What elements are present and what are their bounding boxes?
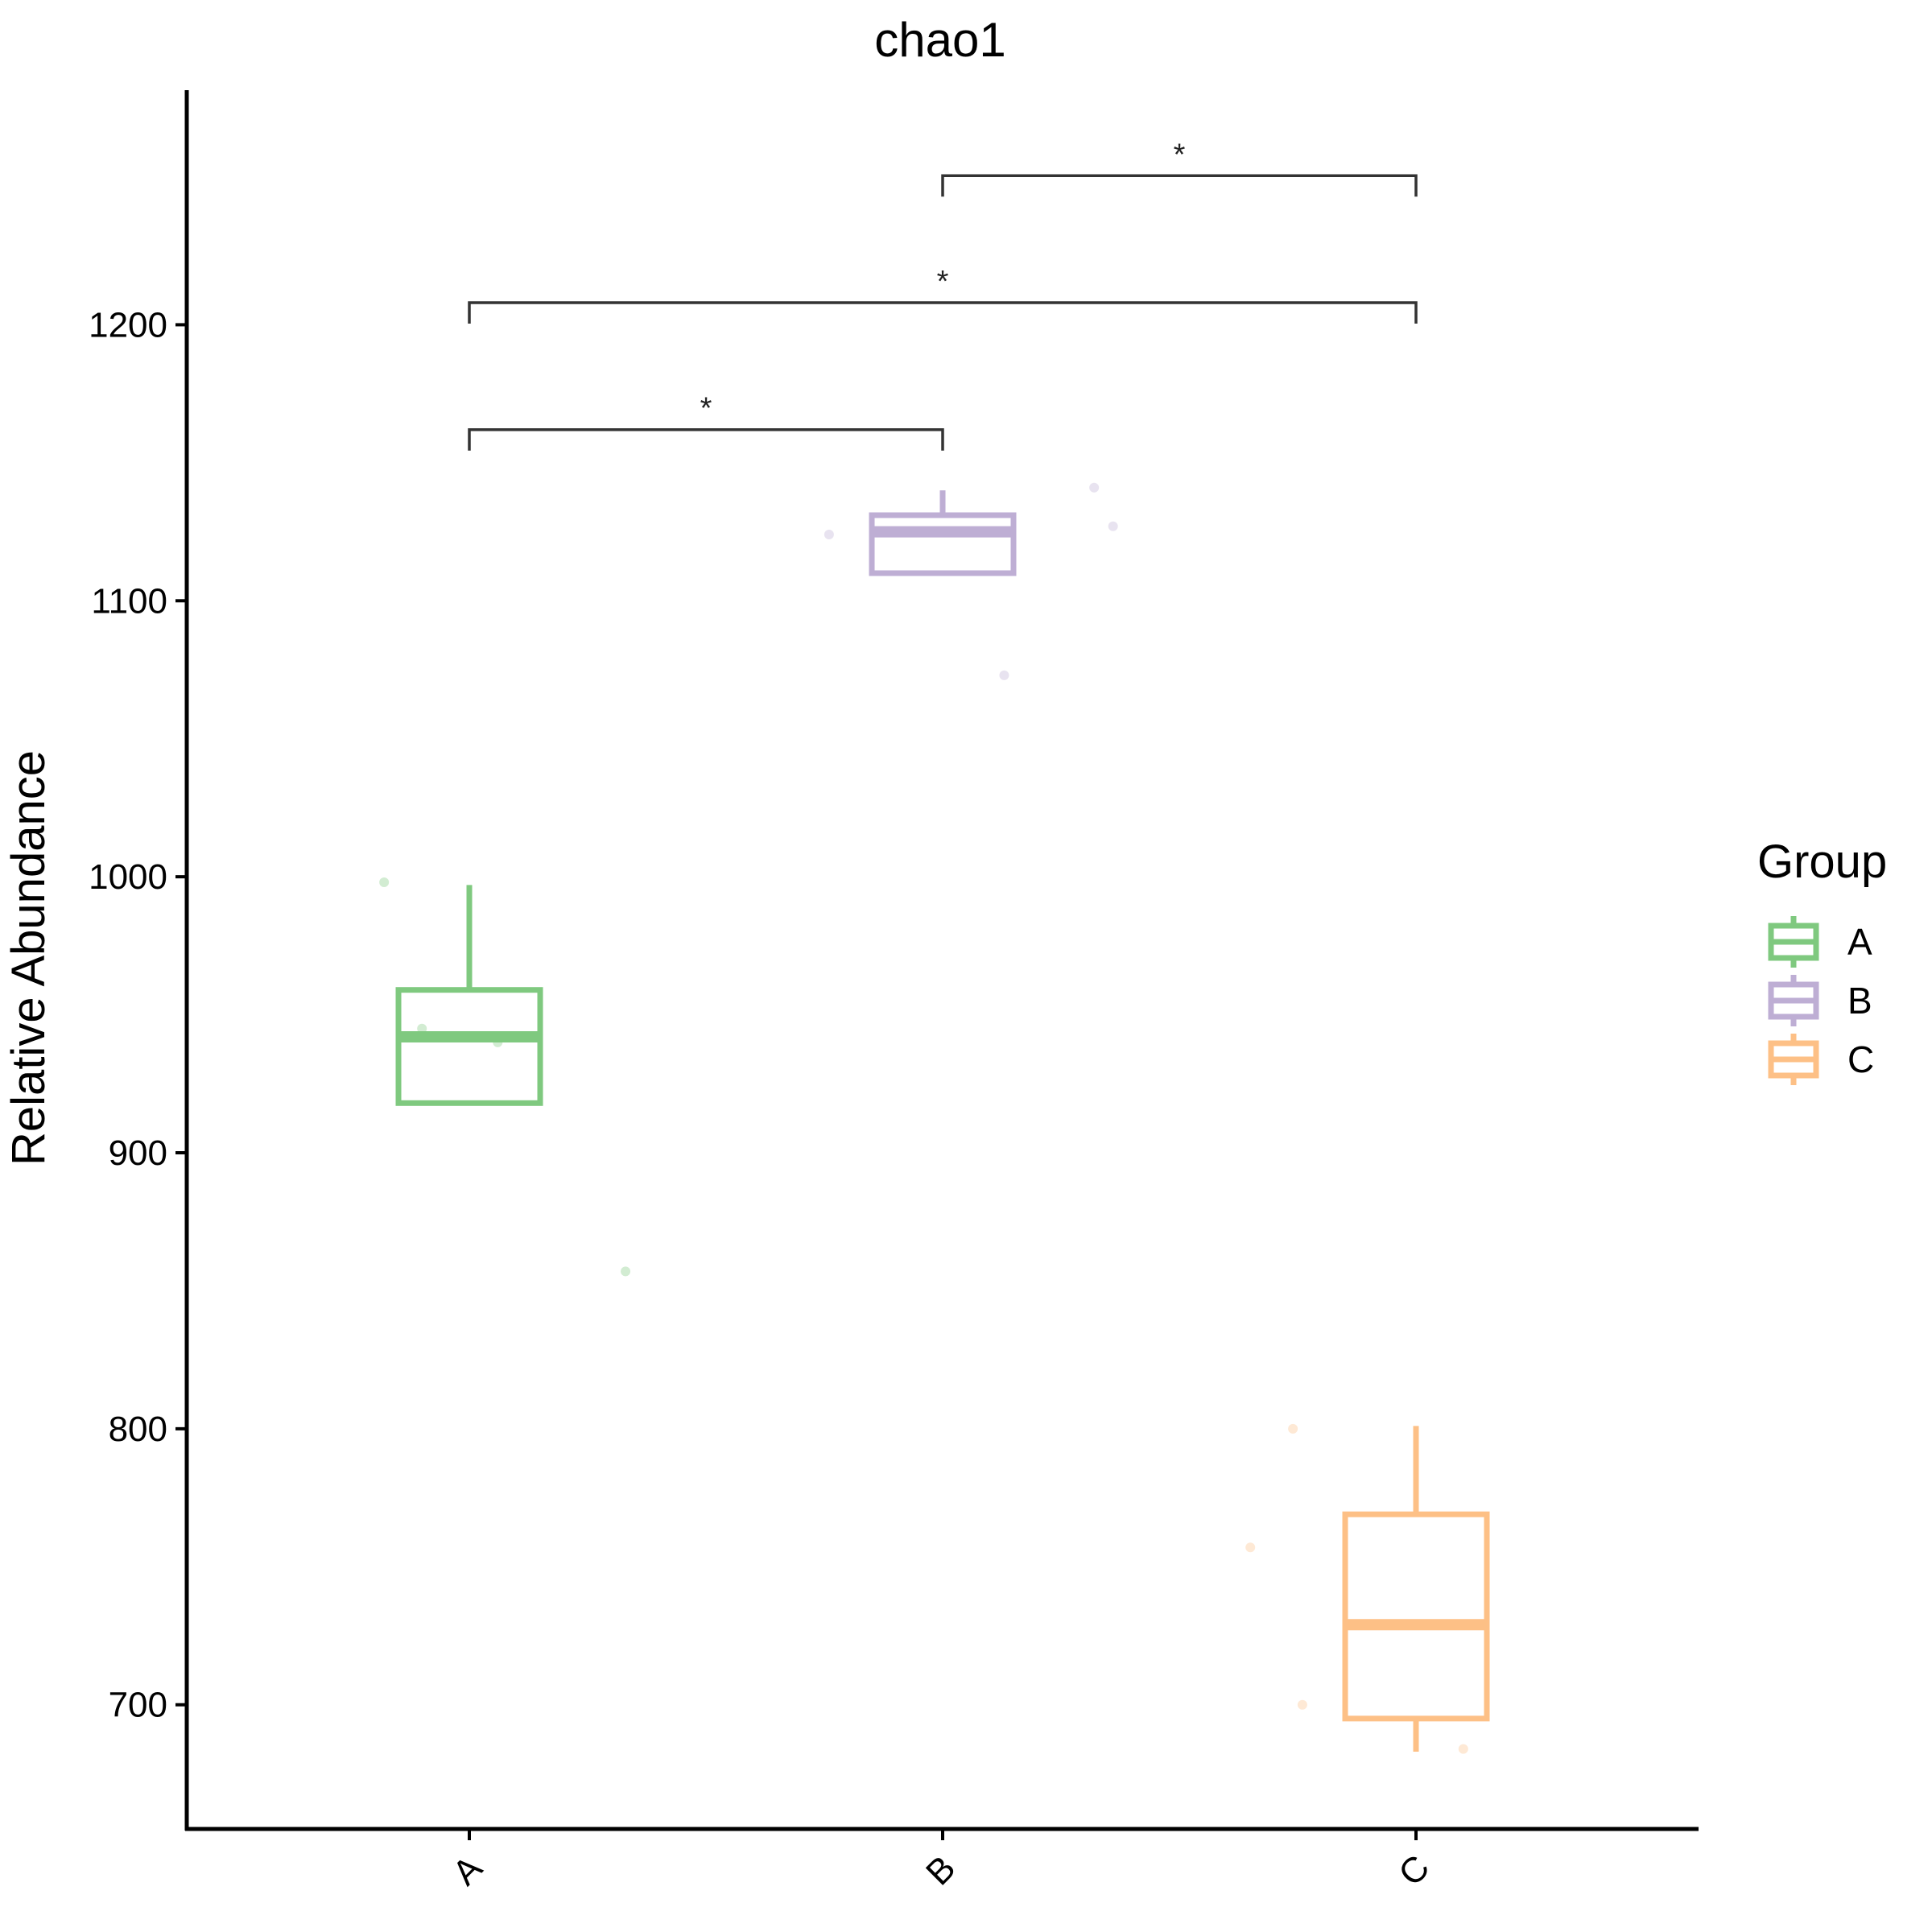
box-b	[869, 512, 1017, 576]
y-tick-label-1100: 1100	[91, 581, 167, 621]
plot-area: * * *	[379, 138, 1490, 1754]
axes: 700 800 900 1000 1100 1200 A B C	[89, 90, 1699, 1893]
boxplot-b	[869, 490, 1017, 576]
legend-item-c: C	[1768, 1034, 1874, 1085]
significance-bracket-a-b: *	[468, 392, 944, 451]
data-point-b-8	[1108, 521, 1118, 531]
x-tick-label-c: C	[1391, 1847, 1437, 1893]
data-point-c-11	[1297, 1699, 1307, 1710]
legend-label-b: B	[1847, 980, 1872, 1022]
legend-label-c: C	[1847, 1038, 1874, 1080]
legend-key-a	[1768, 916, 1819, 968]
data-point-a-2	[417, 1023, 427, 1034]
data-point-a-1	[379, 877, 390, 887]
box-a	[395, 987, 543, 1106]
data-point-a-4	[621, 1266, 631, 1277]
x-tick-label-b: B	[919, 1848, 963, 1893]
data-point-c-10	[1245, 1542, 1256, 1553]
legend-item-a: A	[1768, 916, 1872, 968]
significance-label: *	[1174, 138, 1186, 171]
data-point-c-9	[1288, 1423, 1298, 1434]
legend-key-b	[1768, 975, 1819, 1026]
legend-item-b: B	[1768, 975, 1872, 1026]
data-point-b-5	[824, 530, 834, 539]
significance-bracket-a-c: *	[468, 265, 1418, 324]
x-tick-label-a: A	[445, 1848, 490, 1893]
y-tick-label-900: 900	[109, 1133, 167, 1173]
y-tick-label-1200: 1200	[89, 305, 167, 345]
data-point-b-6	[999, 670, 1009, 680]
significance-label: *	[700, 392, 712, 426]
chart-title: chao1	[874, 13, 1005, 67]
legend-label-a: A	[1847, 921, 1872, 963]
box-c	[1342, 1511, 1490, 1722]
boxplot-c	[1342, 1426, 1490, 1752]
y-tick-label-1000: 1000	[89, 857, 167, 897]
legend: Group ABC	[1757, 836, 1887, 1085]
bracket-line	[468, 427, 944, 451]
legend-title: Group	[1757, 836, 1887, 888]
boxplot-a	[395, 885, 543, 1106]
significance-bracket-b-c: *	[941, 138, 1418, 197]
significance-label: *	[937, 265, 949, 299]
bracket-line	[941, 174, 1418, 197]
bracket-line	[468, 301, 1418, 324]
y-tick-label-700: 700	[109, 1686, 167, 1725]
data-point-b-7	[1089, 482, 1100, 493]
data-point-c-12	[1458, 1744, 1468, 1754]
y-tick-label-800: 800	[109, 1410, 167, 1449]
legend-key-c	[1768, 1034, 1819, 1085]
y-axis-label: Relative Abundance	[2, 750, 55, 1166]
